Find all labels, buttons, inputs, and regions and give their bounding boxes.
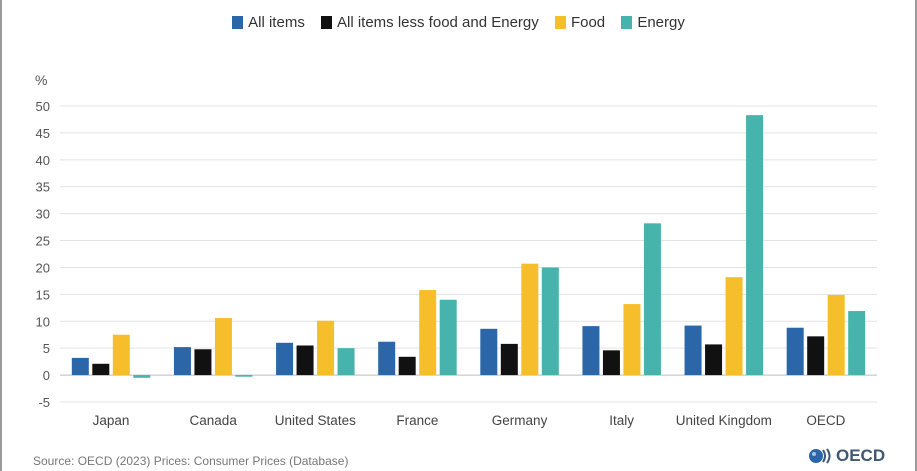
y-tick-label: 20 xyxy=(36,260,50,275)
bar xyxy=(602,350,620,376)
bar xyxy=(848,311,866,376)
bar xyxy=(541,267,559,376)
legend-label: All items less food and Energy xyxy=(337,14,539,31)
x-tick-label: France xyxy=(396,413,438,428)
legend-swatch xyxy=(621,16,633,29)
bar xyxy=(173,347,191,376)
y-tick-label: 10 xyxy=(36,314,50,329)
source-note: Source: OECD (2023) Prices: Consumer Pri… xyxy=(33,454,349,468)
bar xyxy=(725,277,743,376)
legend-swatch xyxy=(232,16,244,29)
y-tick-label: -5 xyxy=(38,395,50,410)
y-tick-label: 45 xyxy=(36,126,50,141)
bar xyxy=(296,345,314,376)
x-tick-label: Canada xyxy=(190,413,238,428)
x-tick-label: United Kingdom xyxy=(676,413,772,428)
bar xyxy=(746,115,764,376)
bar xyxy=(705,344,723,376)
x-tick-label: Italy xyxy=(609,413,634,428)
legend: All items All items less food and Energy… xyxy=(0,14,917,33)
bar xyxy=(827,294,845,376)
bar xyxy=(807,336,825,376)
x-tick-label: Japan xyxy=(93,413,130,428)
y-tick-label: 50 xyxy=(36,99,50,114)
oecd-logo: OECD xyxy=(808,446,885,466)
bar xyxy=(480,328,498,376)
y-tick-label: 25 xyxy=(36,234,50,249)
y-tick-label: 15 xyxy=(36,287,50,302)
y-axis-label: % xyxy=(35,72,47,88)
legend-label: Food xyxy=(570,14,606,31)
legend-item-food: Food xyxy=(554,14,606,31)
legend-item-energy: Energy xyxy=(621,14,685,31)
bar xyxy=(643,223,661,376)
y-tick-label: 30 xyxy=(36,207,50,222)
oecd-logo-icon xyxy=(808,447,834,465)
x-tick-label: United States xyxy=(275,413,356,428)
oecd-logo-text: OECD xyxy=(836,446,886,465)
bar xyxy=(235,375,253,377)
legend-item-core: All items less food and Energy xyxy=(321,14,539,31)
y-tick-label: 35 xyxy=(36,180,50,195)
bar xyxy=(521,263,539,376)
bar xyxy=(194,349,212,376)
legend-swatch xyxy=(554,16,566,29)
bar xyxy=(214,318,232,376)
bar xyxy=(337,348,355,376)
x-tick-label: Germany xyxy=(492,413,548,428)
y-tick-label: 0 xyxy=(43,368,50,383)
legend-swatch xyxy=(321,16,332,29)
legend-label: All items xyxy=(248,14,305,31)
bar xyxy=(623,304,641,376)
y-tick-label: 5 xyxy=(43,341,50,356)
bar xyxy=(500,343,518,376)
bar xyxy=(398,356,416,376)
bar xyxy=(684,325,702,376)
bar xyxy=(419,290,437,376)
x-tick-label: OECD xyxy=(806,413,845,428)
bar xyxy=(439,299,457,376)
bar xyxy=(112,334,130,376)
bar xyxy=(92,363,110,376)
bar xyxy=(378,341,396,376)
bar xyxy=(276,342,294,376)
bar xyxy=(317,320,335,376)
bar xyxy=(133,375,151,378)
y-tick-label: 40 xyxy=(36,153,50,168)
legend-label: Energy xyxy=(637,14,685,31)
bar xyxy=(786,327,804,376)
bar xyxy=(582,326,600,376)
bar xyxy=(71,357,89,376)
legend-item-all-items: All items xyxy=(232,14,305,31)
